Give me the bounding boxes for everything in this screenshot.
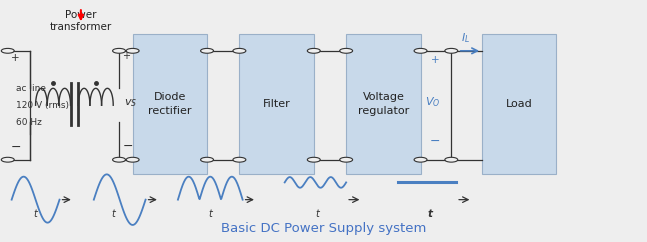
Circle shape bbox=[113, 157, 126, 162]
Text: +: + bbox=[122, 51, 130, 61]
Circle shape bbox=[414, 157, 427, 162]
Text: −: − bbox=[430, 135, 441, 148]
Circle shape bbox=[126, 157, 139, 162]
Text: +: + bbox=[431, 55, 439, 65]
Circle shape bbox=[414, 48, 427, 53]
Circle shape bbox=[1, 157, 14, 162]
Circle shape bbox=[340, 157, 353, 162]
Circle shape bbox=[445, 48, 458, 53]
FancyBboxPatch shape bbox=[482, 34, 556, 174]
Text: 120 V (rms): 120 V (rms) bbox=[16, 101, 69, 110]
Text: $I_L$: $I_L$ bbox=[461, 31, 470, 45]
Text: $v_S$: $v_S$ bbox=[124, 97, 137, 109]
Text: Filter: Filter bbox=[263, 99, 291, 109]
Circle shape bbox=[201, 48, 214, 53]
FancyBboxPatch shape bbox=[239, 34, 314, 174]
Text: t: t bbox=[111, 209, 115, 219]
Circle shape bbox=[201, 157, 214, 162]
Circle shape bbox=[340, 48, 353, 53]
Text: t: t bbox=[34, 209, 38, 219]
Circle shape bbox=[307, 157, 320, 162]
Text: ac line: ac line bbox=[16, 84, 46, 93]
Text: +: + bbox=[11, 53, 19, 63]
Text: t: t bbox=[315, 209, 319, 219]
Text: −: − bbox=[11, 141, 21, 154]
Circle shape bbox=[233, 48, 246, 53]
Text: Voltage
regulator: Voltage regulator bbox=[358, 92, 409, 116]
Text: 60 Hz: 60 Hz bbox=[16, 118, 42, 127]
Circle shape bbox=[126, 48, 139, 53]
Text: Load: Load bbox=[506, 99, 532, 109]
Text: t: t bbox=[208, 209, 212, 219]
Circle shape bbox=[113, 48, 126, 53]
Text: Diode
rectifier: Diode rectifier bbox=[148, 92, 192, 116]
Text: −: − bbox=[122, 140, 133, 153]
Text: $V_O$: $V_O$ bbox=[426, 95, 441, 109]
Text: t: t bbox=[428, 209, 433, 219]
Circle shape bbox=[445, 157, 458, 162]
FancyBboxPatch shape bbox=[346, 34, 421, 174]
FancyBboxPatch shape bbox=[133, 34, 207, 174]
Circle shape bbox=[307, 48, 320, 53]
Text: Basic DC Power Supply system: Basic DC Power Supply system bbox=[221, 222, 426, 235]
Text: Power
transformer: Power transformer bbox=[50, 10, 112, 32]
Circle shape bbox=[1, 48, 14, 53]
Circle shape bbox=[233, 157, 246, 162]
